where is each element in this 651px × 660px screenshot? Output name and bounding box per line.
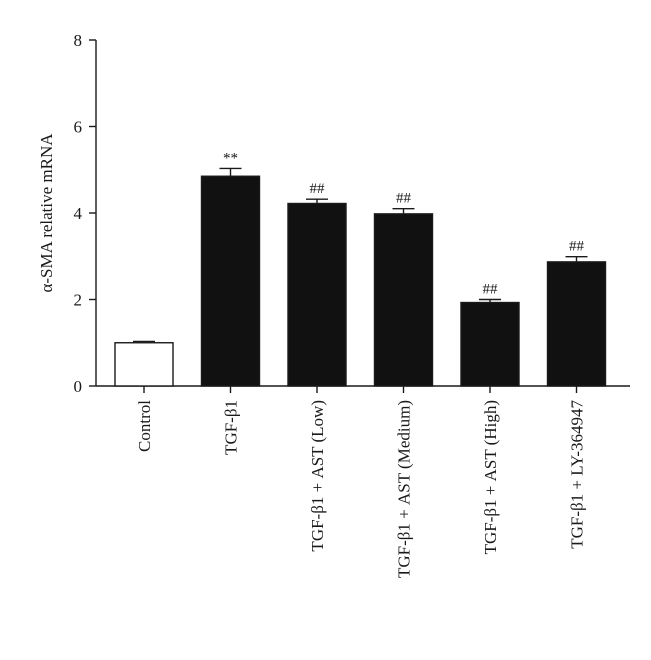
x-tick-label: Control: [135, 400, 154, 452]
significance-label: ##: [310, 181, 326, 197]
y-tick-label: 8: [74, 31, 83, 50]
x-axis: [96, 385, 630, 393]
x-tick-label: TGF-β1 + AST (High): [481, 400, 500, 554]
y-axis-title: α-SMA relative mRNA: [37, 133, 56, 293]
significance-label: ##: [569, 239, 585, 255]
bar: [373, 213, 434, 387]
significance-label: **: [223, 150, 238, 166]
x-tick-label: TGF-β1 + AST (Low): [308, 400, 327, 552]
bar: [114, 342, 174, 387]
significance-label: ##: [483, 282, 499, 298]
significance-label: ##: [396, 191, 412, 207]
bar: [287, 202, 347, 387]
x-tick-label: TGF-β1 + AST (Medium): [395, 400, 414, 578]
y-tick-label: 2: [74, 291, 83, 310]
y-axis: 0 2 4 6 8: [74, 31, 97, 396]
bar: [460, 301, 520, 387]
category-labels: Control TGF-β1 TGF-β1 + AST (Low) TGF-β1 + …: [135, 400, 587, 579]
bar: [546, 261, 607, 387]
bar: [200, 175, 261, 387]
x-tick-label: TGF-β1 + LY-364947: [568, 400, 587, 549]
y-tick-label: 0: [74, 377, 83, 396]
x-tick-label: TGF-β1: [222, 400, 241, 455]
bars: ** ## ## ## ##: [114, 150, 607, 387]
y-tick-label: 4: [74, 204, 83, 223]
y-tick-label: 6: [74, 118, 83, 137]
